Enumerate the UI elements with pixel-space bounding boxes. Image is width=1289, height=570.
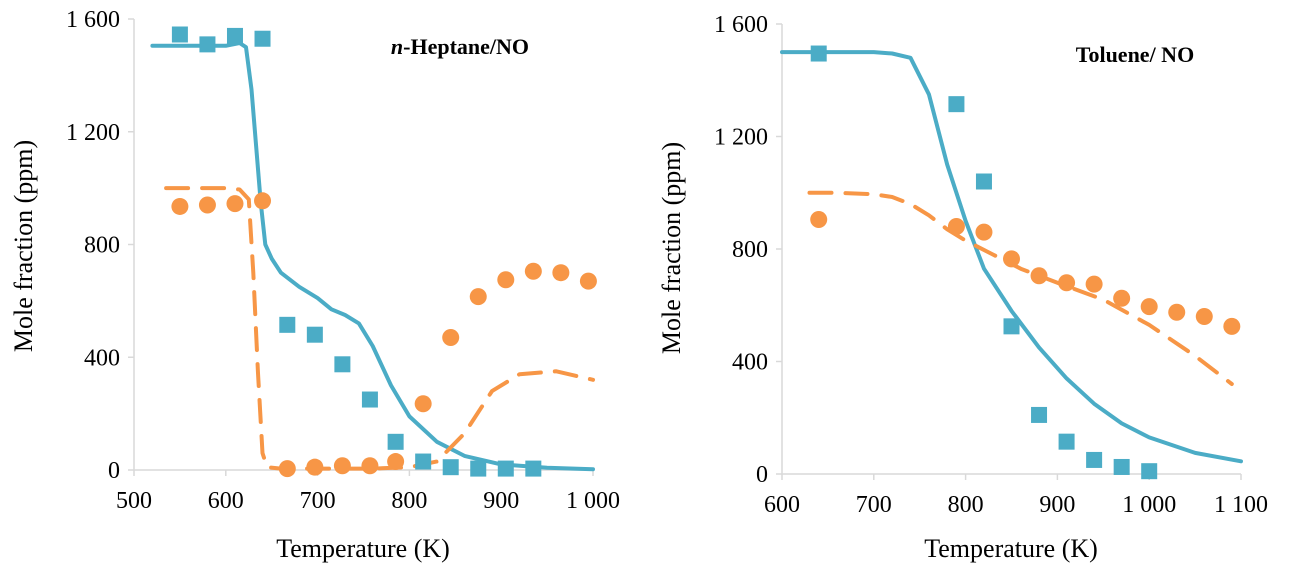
square-data-point <box>948 96 965 113</box>
circle-data-point <box>306 458 324 476</box>
square-data-point <box>171 26 188 43</box>
y-tick-label: 1 200 <box>714 125 768 151</box>
chart-title: n-Heptane/NO <box>391 34 529 59</box>
chart-title-rest: Toluene/ NO <box>1076 42 1194 67</box>
circle-data-point <box>975 223 993 241</box>
square-data-point <box>387 433 404 450</box>
square-data-point <box>470 460 487 477</box>
x-tick-label: 1 000 <box>1122 492 1176 518</box>
circle-data-point <box>810 210 828 228</box>
circle-data-point <box>579 272 597 290</box>
x-tick-label: 900 <box>483 488 519 514</box>
circle-data-point <box>333 457 351 475</box>
circle-data-point <box>1168 303 1186 321</box>
circle-data-point <box>1030 267 1048 285</box>
y-tick-label: 0 <box>756 462 768 488</box>
square-data-point <box>975 173 992 190</box>
series-points <box>810 45 1241 480</box>
x-tick-label: 700 <box>300 488 336 514</box>
circle-data-point <box>524 262 542 280</box>
y-tick-label: 1 600 <box>714 12 768 38</box>
circle-data-point <box>171 197 189 215</box>
series-lines <box>780 50 1243 464</box>
square-data-point <box>525 460 542 477</box>
dashed-series-line <box>807 190 1234 386</box>
square-data-point <box>279 316 296 333</box>
square-data-point <box>415 453 432 470</box>
circle-data-point <box>1223 317 1241 335</box>
y-axis-label: Mole fraction (ppm) <box>9 140 38 352</box>
square-data-point <box>1113 458 1130 475</box>
circle-data-point <box>1085 275 1103 293</box>
y-tick-labels: 0 400 800 1 200 1 600 <box>66 7 120 484</box>
x-axis-label: Temperature (K) <box>276 534 450 563</box>
square-data-point <box>334 356 351 373</box>
x-tick-labels: 600 700 800 900 1 000 1 100 <box>764 492 1268 518</box>
y-tick-label: 400 <box>732 350 768 376</box>
solid-series-line <box>150 41 595 472</box>
y-tick-label: 400 <box>84 345 120 371</box>
circle-data-point <box>469 288 487 306</box>
axes <box>128 18 594 476</box>
y-axis-label: Mole fraction (ppm) <box>657 142 686 354</box>
square-data-point <box>1086 451 1103 468</box>
circle-data-point <box>442 329 460 347</box>
x-tick-label: 1 100 <box>1214 492 1268 518</box>
square-data-point <box>1031 406 1048 423</box>
y-tick-label: 1 200 <box>66 120 120 146</box>
chart-heptane: 500 600 700 800 900 1 000 0 400 800 1 200 1 600 T… <box>9 7 620 563</box>
x-tick-label: 800 <box>391 488 427 514</box>
square-data-point <box>199 36 216 53</box>
x-tick-label: 900 <box>1039 492 1075 518</box>
axes <box>776 23 1242 480</box>
square-data-point <box>226 27 243 44</box>
x-tick-label: 800 <box>948 492 984 518</box>
dashed-series-line <box>164 186 595 471</box>
square-data-point <box>361 391 378 408</box>
square-data-point <box>254 30 271 47</box>
circle-data-point <box>226 195 244 213</box>
x-tick-label: 600 <box>764 492 800 518</box>
square-data-point <box>306 326 323 343</box>
circle-data-point <box>1003 250 1020 268</box>
circle-data-point <box>414 395 432 413</box>
circle-data-point <box>387 453 405 471</box>
circle-data-point <box>497 271 515 289</box>
y-tick-label: 1 600 <box>66 7 120 33</box>
circle-data-point <box>1140 298 1158 316</box>
y-tick-label: 800 <box>732 237 768 263</box>
x-tick-labels: 500 600 700 800 900 1 000 <box>116 488 620 514</box>
circle-data-point <box>1195 308 1213 325</box>
square-data-point <box>1141 463 1158 480</box>
solid-series-line <box>780 50 1243 464</box>
circle-data-point <box>361 457 379 475</box>
circle-data-point <box>1113 289 1131 307</box>
y-tick-label: 0 <box>108 458 120 484</box>
x-tick-label: 500 <box>116 488 152 514</box>
chart-title-rest: -Heptane/NO <box>403 34 529 59</box>
y-tick-labels: 0 400 800 1 200 1 600 <box>714 12 768 488</box>
chart-title: Toluene/ NO <box>1076 42 1194 67</box>
circle-data-point <box>254 192 272 210</box>
y-tick-label: 800 <box>84 233 120 259</box>
circle-data-point <box>278 460 296 478</box>
square-data-point <box>497 460 514 477</box>
square-data-point <box>1058 433 1075 450</box>
x-tick-label: 600 <box>208 488 244 514</box>
circle-data-point <box>198 196 216 214</box>
circle-data-point <box>552 264 570 282</box>
square-data-point <box>1003 318 1020 335</box>
x-axis-label: Temperature (K) <box>924 534 1098 563</box>
series-points <box>171 26 597 478</box>
circle-data-point <box>1058 274 1076 292</box>
x-tick-label: 1 000 <box>566 488 620 514</box>
chart-toluene: 600 700 800 900 1 000 1 100 0 400 800 1 200 1 600… <box>657 12 1268 563</box>
square-data-point <box>810 45 827 62</box>
circle-data-point <box>947 218 965 235</box>
square-data-point <box>442 459 459 476</box>
x-tick-label: 700 <box>856 492 892 518</box>
chart-title-italic: n <box>391 34 403 59</box>
